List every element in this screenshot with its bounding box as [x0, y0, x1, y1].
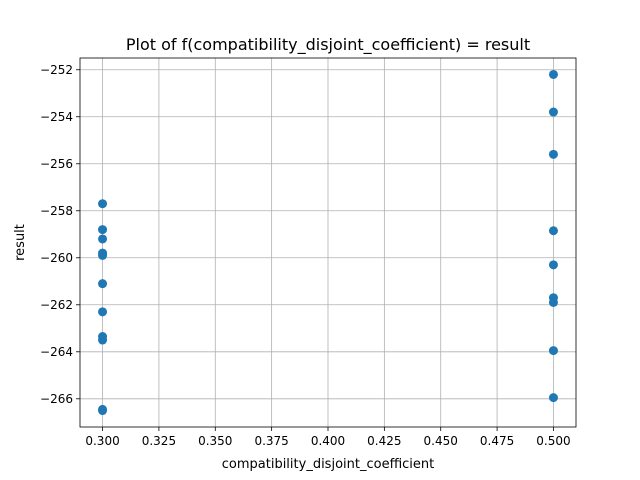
- x-tick-label: 0.400: [311, 434, 345, 448]
- data-point: [548, 393, 558, 403]
- data-point: [548, 260, 558, 270]
- data-point: [98, 307, 108, 317]
- data-point: [548, 297, 558, 307]
- data-point: [98, 406, 108, 416]
- y-tick-label: −256: [40, 157, 73, 171]
- x-axis-label: compatibility_disjoint_coefficient: [222, 457, 434, 472]
- y-tick-label: −258: [40, 204, 73, 218]
- data-point: [548, 346, 558, 356]
- data-point: [98, 199, 108, 209]
- data-point: [98, 234, 108, 244]
- x-tick-label: 0.425: [367, 434, 401, 448]
- y-tick-label: −254: [40, 110, 73, 124]
- axis-ticks: 0.300 0.325 0.350 0.375 0.400 0.425 0.450 0.475…: [40, 63, 571, 448]
- y-tick-label: −264: [40, 345, 73, 359]
- data-point: [98, 250, 108, 260]
- x-tick-label: 0.450: [424, 434, 458, 448]
- x-tick-label: 0.300: [85, 434, 119, 448]
- data-points: [98, 69, 558, 416]
- grid-lines: [80, 58, 576, 427]
- data-point: [548, 149, 558, 159]
- x-tick-label: 0.500: [536, 434, 570, 448]
- chart-title: Plot of f(compatibility_disjoint_coeffic…: [126, 35, 530, 55]
- data-point: [548, 226, 558, 236]
- y-axis-label: result: [13, 224, 28, 261]
- plot-frame: [79, 57, 577, 428]
- data-point: [548, 107, 558, 117]
- data-point: [98, 335, 108, 345]
- y-tick-label: −260: [40, 251, 73, 265]
- x-tick-label: 0.350: [198, 434, 232, 448]
- data-point: [548, 69, 558, 79]
- y-tick-label: −266: [40, 392, 73, 406]
- data-point: [98, 279, 108, 289]
- y-tick-label: −252: [40, 63, 73, 77]
- x-tick-label: 0.375: [254, 434, 288, 448]
- x-tick-label: 0.325: [142, 434, 176, 448]
- x-tick-label: 0.475: [480, 434, 514, 448]
- data-point: [98, 225, 108, 235]
- y-tick-label: −262: [40, 298, 73, 312]
